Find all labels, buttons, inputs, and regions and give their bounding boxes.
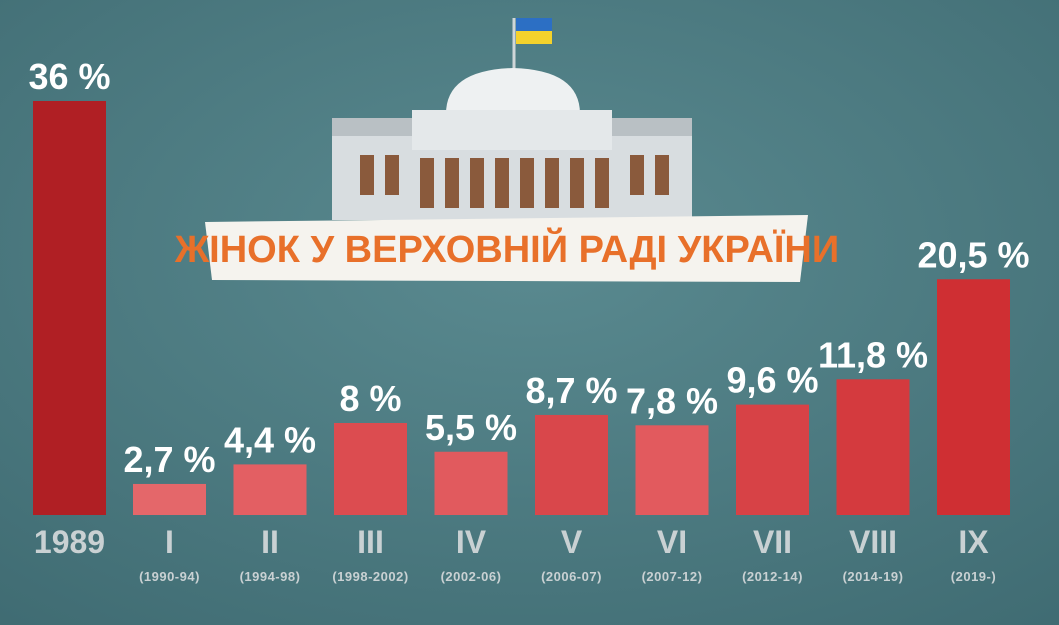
value-label: 5,5 % — [425, 407, 517, 448]
bar — [836, 379, 910, 515]
bar — [434, 451, 508, 515]
x-tick-label: II — [261, 524, 279, 560]
value-label: 9,6 % — [726, 360, 818, 401]
x-tick-label: VIII — [849, 524, 897, 560]
title-banner — [205, 215, 808, 282]
bar — [33, 101, 106, 515]
x-tick-label: IX — [958, 524, 989, 560]
bar — [133, 483, 206, 515]
bar — [334, 423, 407, 515]
parliament-building — [332, 18, 692, 220]
x-tick-label: VII — [753, 524, 792, 560]
period-label: (1994-98) — [240, 569, 301, 584]
x-tick-label: V — [561, 524, 583, 560]
value-label: 7,8 % — [626, 380, 718, 421]
value-label: 20,5 % — [917, 234, 1029, 275]
x-tick-label: 1989 — [34, 524, 105, 560]
value-label: 4,4 % — [224, 419, 316, 460]
period-label: (2002-06) — [441, 569, 502, 584]
period-label: (2012-14) — [742, 569, 803, 584]
bar — [535, 414, 608, 515]
period-label: (2019-) — [951, 569, 996, 584]
x-tick-label: III — [357, 524, 384, 560]
period-label: (2007-12) — [642, 569, 703, 584]
bar — [736, 404, 809, 515]
bar — [635, 425, 709, 515]
bar — [233, 464, 307, 515]
value-label: 8,7 % — [525, 370, 617, 411]
x-tick-label: I — [165, 524, 174, 560]
value-label: 36 % — [28, 56, 110, 97]
value-label: 2,7 % — [123, 439, 215, 480]
value-label: 8 % — [339, 378, 401, 419]
period-label: (1998-2002) — [332, 569, 408, 584]
x-tick-label: VI — [657, 524, 687, 560]
period-label: (1990-94) — [139, 569, 200, 584]
chart-title: ЖІНОК У ВЕРХОВНІЙ РАДІ УКРАЇНИ — [174, 226, 839, 271]
x-tick-label: IV — [456, 524, 487, 560]
bar — [937, 279, 1010, 515]
value-label: 11,8 % — [818, 334, 928, 375]
period-label: (2006-07) — [541, 569, 602, 584]
period-label: (2014-19) — [843, 569, 904, 584]
